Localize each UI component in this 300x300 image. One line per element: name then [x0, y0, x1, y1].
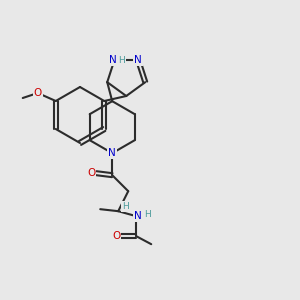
- Text: H: H: [144, 210, 151, 219]
- Text: N: N: [134, 55, 142, 65]
- Text: H: H: [118, 56, 125, 65]
- Text: O: O: [87, 168, 95, 178]
- Text: O: O: [34, 88, 42, 98]
- Text: O: O: [112, 231, 120, 241]
- Text: H: H: [122, 202, 129, 211]
- Text: N: N: [108, 148, 116, 158]
- Text: N: N: [109, 55, 116, 65]
- Text: N: N: [134, 211, 142, 221]
